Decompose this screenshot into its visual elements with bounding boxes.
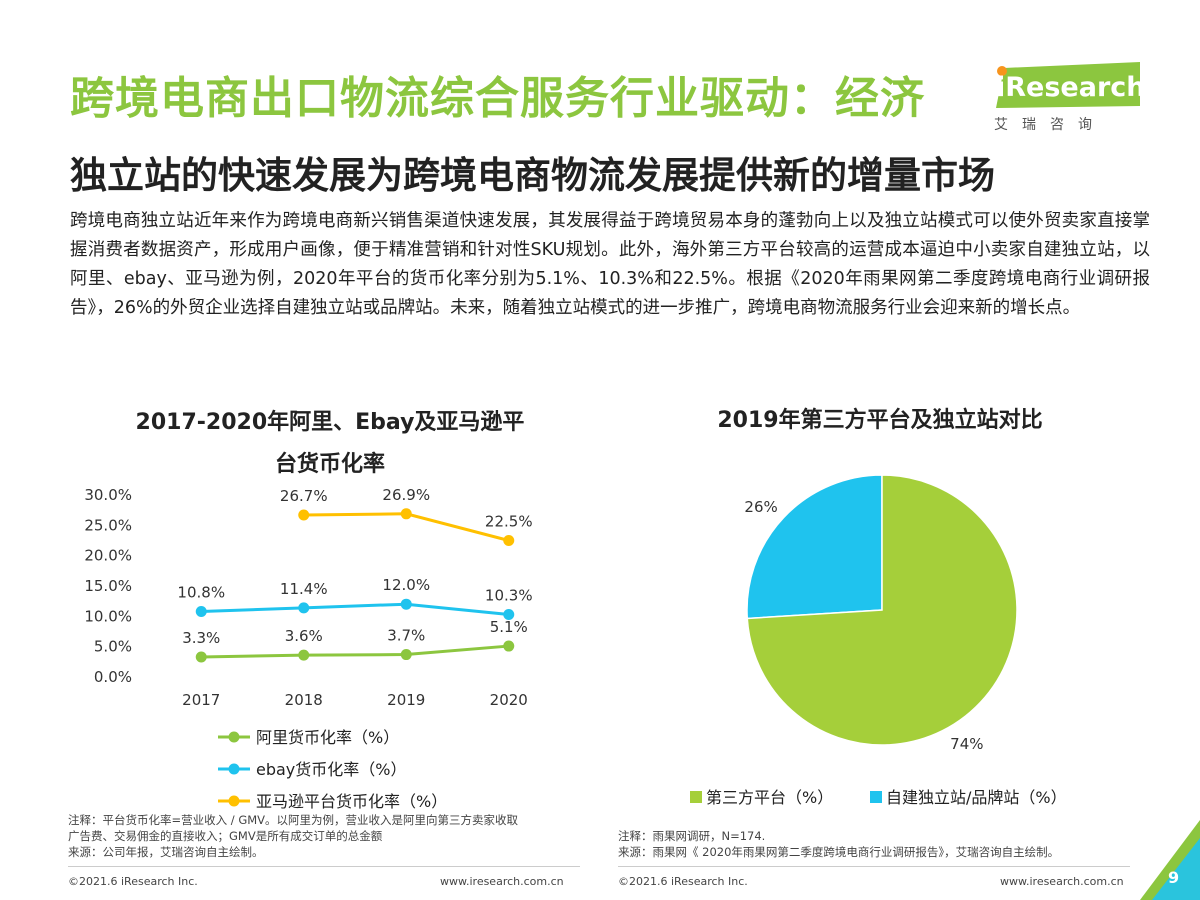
pie-slice xyxy=(746,474,1018,746)
series-line-1 xyxy=(201,602,509,617)
body-paragraph: 跨境电商独立站近年来作为跨境电商新兴销售渠道快速发展，其发展得益于跨境贸易本身的… xyxy=(70,211,1150,318)
pie-chart: 26% 74% 第三方平台（%） 自建独立站/品牌站（%） xyxy=(690,474,1067,807)
legend-marker xyxy=(228,795,240,807)
line-chart-title: 2017-2020年阿里、Ebay及亚马逊平 台货币化率 xyxy=(120,402,540,486)
legend-label: 自建独立站/品牌站（%） xyxy=(886,788,1067,807)
data-label: 5.1% xyxy=(490,618,528,636)
line-chart-title-line1: 2017-2020年阿里、Ebay及亚马逊平 xyxy=(135,410,525,435)
pie-chart-title: 2019年第三方平台及独立站对比 xyxy=(717,408,1043,433)
slice-label: 74% xyxy=(950,735,983,753)
legend-marker xyxy=(228,763,240,775)
iresearch-logo: iResearch 艾瑞咨询 xyxy=(990,62,1140,134)
data-label: 3.7% xyxy=(387,627,425,645)
data-point xyxy=(503,609,515,621)
slice-label: 26% xyxy=(744,498,777,516)
y-tick-label: 0.0% xyxy=(94,668,132,686)
data-label: 12.0% xyxy=(382,576,430,594)
x-tick-label: 2018 xyxy=(285,691,323,709)
data-point xyxy=(400,598,412,610)
legend-swatch xyxy=(870,791,882,803)
data-label: 11.4% xyxy=(280,580,328,598)
data-label: 3.6% xyxy=(285,627,323,645)
x-tick-label: 2020 xyxy=(490,691,528,709)
series-line-0 xyxy=(201,644,509,659)
y-tick-label: 10.0% xyxy=(84,607,132,625)
logo-cn-text: 艾瑞咨询 xyxy=(994,117,1106,133)
footer-divider-left xyxy=(68,866,580,867)
page-title: 跨境电商出口物流综合服务行业驱动：经济 xyxy=(70,73,925,124)
pie-slice xyxy=(746,474,883,620)
data-label: 22.5% xyxy=(485,513,533,531)
data-point xyxy=(400,649,412,661)
footer-url-left[interactable]: www.iresearch.com.cn xyxy=(440,875,564,888)
data-point xyxy=(298,649,310,661)
data-label: 3.3% xyxy=(182,629,220,647)
left-chart-note: 注释：平台货币化率=营业收入 / GMV。以阿里为例，营业收入是阿里向第三方卖家… xyxy=(68,812,588,860)
y-tick-label: 25.0% xyxy=(84,516,132,534)
data-point xyxy=(195,605,207,617)
x-tick-label: 2019 xyxy=(387,691,425,709)
legend-label: 阿里货币化率（%） xyxy=(256,728,399,747)
right-chart-note: 注释：雨果网调研，N=174. 来源：雨果网《 2020年雨果网第二季度跨境电商… xyxy=(618,828,1178,860)
y-tick-label: 5.0% xyxy=(94,638,132,656)
legend-swatch xyxy=(690,791,702,803)
data-label: 26.9% xyxy=(382,486,430,504)
footer-url-right[interactable]: www.iresearch.com.cn xyxy=(1000,875,1124,888)
footer-copyright-left: ©2021.6 iResearch Inc. xyxy=(68,875,198,888)
page-number: 9 xyxy=(1168,868,1180,887)
line-chart-title-line2: 台货币化率 xyxy=(274,452,385,477)
footer-copyright-right: ©2021.6 iResearch Inc. xyxy=(618,875,748,888)
data-point xyxy=(503,640,515,652)
page-subtitle: 独立站的快速发展为跨境电商物流发展提供新的增量市场 xyxy=(70,154,995,197)
left-note-line1: 注释：平台货币化率=营业收入 / GMV。以阿里为例，营业收入是阿里向第三方卖家… xyxy=(68,813,519,827)
data-point xyxy=(503,535,515,546)
data-point xyxy=(298,509,310,521)
right-note-line2: 来源：雨果网《 2020年雨果网第二季度跨境电商行业调研报告》，艾瑞咨询自主绘制… xyxy=(618,845,1060,859)
legend-label: 第三方平台（%） xyxy=(706,788,833,807)
y-tick-label: 30.0% xyxy=(84,486,132,504)
data-point xyxy=(195,651,207,663)
y-tick-label: 20.0% xyxy=(84,547,132,565)
data-label: 10.8% xyxy=(177,583,225,601)
left-note-line2: 广告费、交易佣金的直接收入；GMV是所有成交订单的总金额 xyxy=(68,829,383,843)
x-tick-label: 2017 xyxy=(182,691,220,709)
y-tick-label: 15.0% xyxy=(84,577,132,595)
footer-divider-right xyxy=(618,866,1130,867)
data-label: 26.7% xyxy=(280,487,328,505)
legend-label: ebay货币化率（%） xyxy=(256,760,406,779)
data-point xyxy=(400,508,412,520)
line-chart: 0.0% 5.0% 10.0% 15.0% 20.0% 25.0% 30.0% 2017 201… xyxy=(84,486,533,810)
legend-marker xyxy=(228,731,240,743)
right-note-line1: 注释：雨果网调研，N=174. xyxy=(618,829,766,843)
data-point xyxy=(298,602,310,614)
logo-brand-text: iResearch xyxy=(996,72,1140,103)
legend-label: 亚马逊平台货币化率（%） xyxy=(256,792,447,810)
data-label: 10.3% xyxy=(485,587,533,605)
left-note-line3: 来源：公司年报，艾瑞咨询自主绘制。 xyxy=(68,845,264,859)
page-corner-triangle xyxy=(1140,820,1200,900)
